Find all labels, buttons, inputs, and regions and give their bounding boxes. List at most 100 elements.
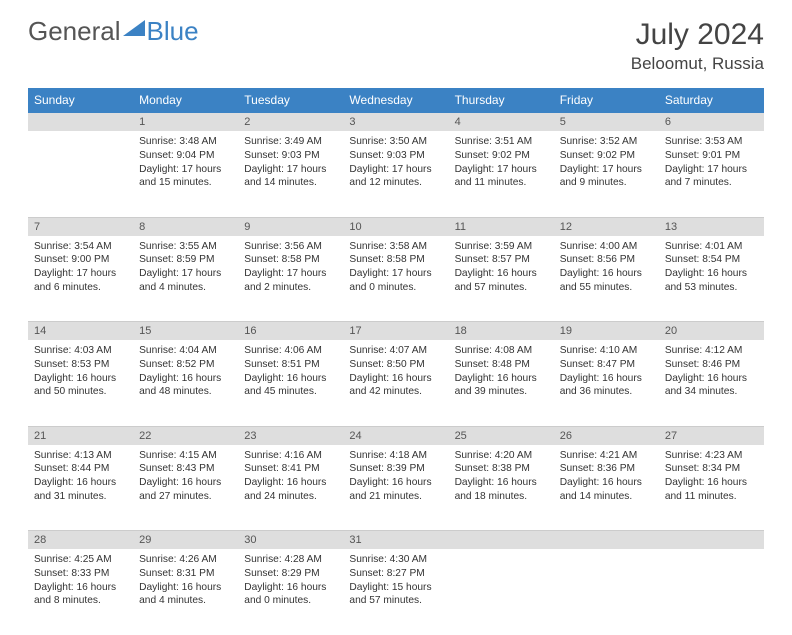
sunset-text: Sunset: 8:36 PM	[560, 462, 653, 476]
day-number: 7	[28, 217, 133, 236]
day-number: 1	[133, 113, 238, 132]
brand-triangle-icon	[121, 18, 147, 44]
content-row: Sunrise: 4:03 AMSunset: 8:53 PMDaylight:…	[28, 340, 764, 426]
sunset-text: Sunset: 8:51 PM	[244, 358, 337, 372]
sunrise-text: Sunrise: 4:23 AM	[665, 449, 758, 463]
sunset-text: Sunset: 8:52 PM	[139, 358, 232, 372]
daylight-text: Daylight: 16 hours and 48 minutes.	[139, 372, 232, 400]
sunrise-text: Sunrise: 4:04 AM	[139, 344, 232, 358]
sunrise-text: Sunrise: 4:16 AM	[244, 449, 337, 463]
weekday-header: Saturday	[659, 88, 764, 113]
daylight-text: Daylight: 17 hours and 4 minutes.	[139, 267, 232, 295]
calendar-table: Sunday Monday Tuesday Wednesday Thursday…	[28, 88, 764, 635]
daylight-text: Daylight: 16 hours and 11 minutes.	[665, 476, 758, 504]
daylight-text: Daylight: 16 hours and 31 minutes.	[34, 476, 127, 504]
daynum-row: 78910111213	[28, 217, 764, 236]
daylight-text: Daylight: 16 hours and 50 minutes.	[34, 372, 127, 400]
sunrise-text: Sunrise: 3:49 AM	[244, 135, 337, 149]
sunset-text: Sunset: 8:43 PM	[139, 462, 232, 476]
title-block: July 2024 Beloomut, Russia	[631, 18, 764, 74]
sunset-text: Sunset: 8:44 PM	[34, 462, 127, 476]
sunrise-text: Sunrise: 3:56 AM	[244, 240, 337, 254]
brand-part2: Blue	[147, 18, 199, 44]
day-number: 29	[133, 531, 238, 550]
day-cell: Sunrise: 4:13 AMSunset: 8:44 PMDaylight:…	[28, 445, 133, 531]
day-cell: Sunrise: 4:21 AMSunset: 8:36 PMDaylight:…	[554, 445, 659, 531]
daylight-text: Daylight: 16 hours and 18 minutes.	[455, 476, 548, 504]
sunrise-text: Sunrise: 4:03 AM	[34, 344, 127, 358]
day-cell: Sunrise: 3:58 AMSunset: 8:58 PMDaylight:…	[343, 236, 448, 322]
day-number: 28	[28, 531, 133, 550]
daynum-row: 14151617181920	[28, 322, 764, 341]
day-number: 15	[133, 322, 238, 341]
sunrise-text: Sunrise: 4:08 AM	[455, 344, 548, 358]
sunrise-text: Sunrise: 4:20 AM	[455, 449, 548, 463]
sunrise-text: Sunrise: 4:06 AM	[244, 344, 337, 358]
sunset-text: Sunset: 9:01 PM	[665, 149, 758, 163]
daylight-text: Daylight: 17 hours and 9 minutes.	[560, 163, 653, 191]
brand-part1: General	[28, 18, 121, 44]
sunrise-text: Sunrise: 4:18 AM	[349, 449, 442, 463]
daylight-text: Daylight: 16 hours and 39 minutes.	[455, 372, 548, 400]
sunrise-text: Sunrise: 3:51 AM	[455, 135, 548, 149]
day-cell: Sunrise: 3:55 AMSunset: 8:59 PMDaylight:…	[133, 236, 238, 322]
day-cell: Sunrise: 4:07 AMSunset: 8:50 PMDaylight:…	[343, 340, 448, 426]
daylight-text: Daylight: 17 hours and 14 minutes.	[244, 163, 337, 191]
daylight-text: Daylight: 16 hours and 14 minutes.	[560, 476, 653, 504]
day-number: 25	[449, 426, 554, 445]
sunrise-text: Sunrise: 3:55 AM	[139, 240, 232, 254]
sunrise-text: Sunrise: 4:15 AM	[139, 449, 232, 463]
sunrise-text: Sunrise: 4:26 AM	[139, 553, 232, 567]
daylight-text: Daylight: 16 hours and 27 minutes.	[139, 476, 232, 504]
day-cell: Sunrise: 4:10 AMSunset: 8:47 PMDaylight:…	[554, 340, 659, 426]
sunset-text: Sunset: 8:50 PM	[349, 358, 442, 372]
brand-logo: General Blue	[28, 18, 199, 44]
daylight-text: Daylight: 16 hours and 0 minutes.	[244, 581, 337, 609]
daylight-text: Daylight: 16 hours and 45 minutes.	[244, 372, 337, 400]
sunset-text: Sunset: 8:56 PM	[560, 253, 653, 267]
day-cell	[659, 549, 764, 635]
daylight-text: Daylight: 17 hours and 2 minutes.	[244, 267, 337, 295]
daylight-text: Daylight: 16 hours and 24 minutes.	[244, 476, 337, 504]
day-cell	[554, 549, 659, 635]
day-cell: Sunrise: 4:08 AMSunset: 8:48 PMDaylight:…	[449, 340, 554, 426]
day-number: 27	[659, 426, 764, 445]
day-cell: Sunrise: 4:16 AMSunset: 8:41 PMDaylight:…	[238, 445, 343, 531]
page-header: General Blue July 2024 Beloomut, Russia	[28, 18, 764, 74]
sunset-text: Sunset: 8:39 PM	[349, 462, 442, 476]
day-number: 16	[238, 322, 343, 341]
sunset-text: Sunset: 9:00 PM	[34, 253, 127, 267]
sunset-text: Sunset: 8:57 PM	[455, 253, 548, 267]
day-number: 30	[238, 531, 343, 550]
sunrise-text: Sunrise: 4:13 AM	[34, 449, 127, 463]
day-cell: Sunrise: 3:54 AMSunset: 9:00 PMDaylight:…	[28, 236, 133, 322]
day-cell: Sunrise: 4:00 AMSunset: 8:56 PMDaylight:…	[554, 236, 659, 322]
day-number: 26	[554, 426, 659, 445]
day-number	[554, 531, 659, 550]
day-number: 13	[659, 217, 764, 236]
day-cell: Sunrise: 3:48 AMSunset: 9:04 PMDaylight:…	[133, 131, 238, 217]
day-cell: Sunrise: 3:53 AMSunset: 9:01 PMDaylight:…	[659, 131, 764, 217]
weekday-header: Sunday	[28, 88, 133, 113]
daylight-text: Daylight: 16 hours and 21 minutes.	[349, 476, 442, 504]
weekday-header: Wednesday	[343, 88, 448, 113]
day-number: 4	[449, 113, 554, 132]
day-cell: Sunrise: 4:03 AMSunset: 8:53 PMDaylight:…	[28, 340, 133, 426]
sunset-text: Sunset: 9:03 PM	[244, 149, 337, 163]
sunrise-text: Sunrise: 3:48 AM	[139, 135, 232, 149]
sunrise-text: Sunrise: 3:59 AM	[455, 240, 548, 254]
sunset-text: Sunset: 8:29 PM	[244, 567, 337, 581]
sunset-text: Sunset: 8:59 PM	[139, 253, 232, 267]
sunrise-text: Sunrise: 3:50 AM	[349, 135, 442, 149]
day-number: 18	[449, 322, 554, 341]
day-cell: Sunrise: 4:30 AMSunset: 8:27 PMDaylight:…	[343, 549, 448, 635]
sunrise-text: Sunrise: 4:30 AM	[349, 553, 442, 567]
daynum-row: 28293031	[28, 531, 764, 550]
day-number: 17	[343, 322, 448, 341]
content-row: Sunrise: 4:25 AMSunset: 8:33 PMDaylight:…	[28, 549, 764, 635]
sunset-text: Sunset: 8:46 PM	[665, 358, 758, 372]
sunset-text: Sunset: 8:58 PM	[244, 253, 337, 267]
sunset-text: Sunset: 9:03 PM	[349, 149, 442, 163]
day-number: 22	[133, 426, 238, 445]
sunrise-text: Sunrise: 4:25 AM	[34, 553, 127, 567]
